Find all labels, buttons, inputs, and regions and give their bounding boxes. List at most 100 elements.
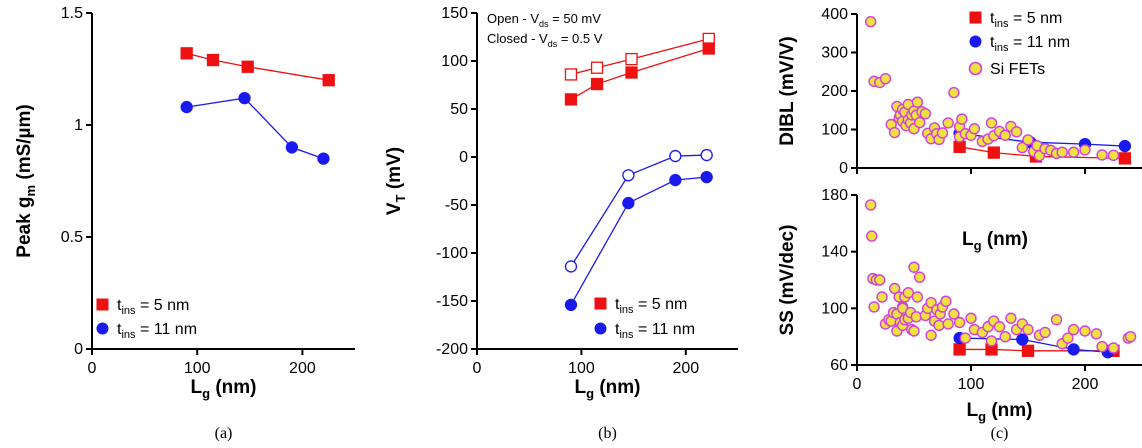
legend-entry-t5: tins = 5 nm <box>969 10 1062 30</box>
data-point-circle <box>700 171 713 184</box>
data-point-circle <box>285 141 299 154</box>
si-fet-point <box>911 96 924 108</box>
si-fet-point <box>879 72 892 85</box>
data-point-square <box>953 343 966 356</box>
si-fet-point <box>993 321 1006 333</box>
data-point-circle <box>669 173 682 187</box>
y-tick-label: 0 <box>459 149 468 166</box>
panel-caption: (b) <box>598 425 617 442</box>
y-axis-label: VT (mV) <box>384 147 408 215</box>
y-tick-label: 200 <box>821 83 848 100</box>
si-fet-point <box>902 287 914 299</box>
y-tick-label: 100 <box>821 122 848 139</box>
series-blue-filled <box>564 171 713 311</box>
legend-swatch-square <box>96 298 109 311</box>
legend-entry-t5: tins = 5 nm <box>594 296 687 316</box>
data-point-square <box>590 77 604 91</box>
si-fet-point <box>1010 126 1023 138</box>
legend-swatch-si <box>968 61 983 76</box>
data-point-square <box>590 61 604 74</box>
si-fet-point <box>953 316 966 329</box>
si-fet-point <box>908 325 920 337</box>
si-fet-point <box>1022 134 1034 146</box>
data-point-circle <box>622 196 635 210</box>
legend-label: tins = 5 nm <box>615 296 687 316</box>
series-line <box>570 38 709 76</box>
si-fet-point <box>1067 323 1080 336</box>
series-blue-open <box>564 148 713 273</box>
y-tick-label: -200 <box>436 341 468 358</box>
si-fet-point <box>1022 323 1034 336</box>
data-point-square <box>987 146 1000 159</box>
x-axis-label: Lg (nm) <box>575 377 641 401</box>
x-axis-label: Lg (nm) <box>191 377 257 401</box>
data-point-square <box>1021 344 1035 357</box>
legend-label: tins = 11 nm <box>615 321 695 341</box>
y-tick-label: 50 <box>450 101 468 118</box>
series-red-filled <box>564 42 715 106</box>
si-fet-point <box>914 116 926 129</box>
si-fet-point <box>910 311 922 323</box>
series-line <box>570 154 707 267</box>
x-tick-label: 0 <box>853 376 862 393</box>
series-si-filled <box>864 199 1137 354</box>
data-point-square <box>953 140 966 153</box>
legend-entry-t11: tins = 11 nm <box>969 34 1070 54</box>
legend-label: tins = 5 nm <box>990 10 1062 30</box>
x-tick-label: 100 <box>958 376 985 393</box>
y-tick-label: 1 <box>74 117 83 134</box>
x-axis-label: Lg (nm) <box>967 400 1033 424</box>
si-fet-point <box>911 291 924 303</box>
si-fet-point <box>1079 325 1091 337</box>
y-tick-label: 1.5 <box>61 5 83 22</box>
series-line <box>570 176 707 306</box>
si-fet-point <box>933 319 945 332</box>
si-fet-point <box>1050 313 1063 326</box>
data-point-square <box>564 68 578 81</box>
y-tick-label: -150 <box>436 293 468 310</box>
legend-entry-t11: tins = 11 nm <box>594 321 695 341</box>
si-fet-point <box>888 282 901 295</box>
si-fet-point <box>874 274 886 286</box>
series-red-filled <box>180 47 335 87</box>
y-axis-label: SS (mV/dec) <box>777 225 798 336</box>
si-fet-point <box>908 261 920 273</box>
si-fet-point <box>940 295 952 307</box>
legend-swatch-circle <box>96 322 109 335</box>
si-fet-point <box>1016 141 1028 154</box>
data-point-circle <box>238 91 251 105</box>
legend-label: tins = 11 nm <box>117 321 197 341</box>
x-tick-label: 200 <box>1072 376 1099 393</box>
y-tick-label: 0 <box>839 160 848 177</box>
y-tick-label: 0 <box>74 341 83 358</box>
si-fet-point <box>1096 149 1108 161</box>
y-axis-label: Peak gm (mS/µm) <box>14 104 38 257</box>
legend-swatch-square <box>594 297 607 310</box>
si-fet-point <box>925 329 937 341</box>
si-fet-point <box>942 117 954 129</box>
y-tick-label: 60 <box>830 357 848 374</box>
series-blue-filled <box>180 91 330 165</box>
panel-c-dibl: 0 100 200 300 400 DIBL (mV/V) tins = 5 nm tins … <box>777 6 1142 177</box>
si-fet-point <box>866 230 878 242</box>
data-point-circle <box>1067 343 1080 356</box>
panel-caption: (a) <box>215 425 233 442</box>
legend-entry-t5: tins = 5 nm <box>96 297 189 317</box>
y-tick-label: 100 <box>821 300 848 317</box>
series-red-filled <box>953 343 1120 357</box>
si-fet-point <box>942 318 954 330</box>
si-fet-point <box>919 108 932 120</box>
series-line <box>186 97 324 160</box>
si-fet-point <box>999 129 1011 141</box>
data-point-square <box>564 93 578 106</box>
panel-b-vt: -200 -150 -100 -50 0 50 100 150 0 100 200 Lg (nm) VT… <box>384 5 738 442</box>
y-tick-label: -100 <box>436 245 468 262</box>
si-fet-point <box>956 113 968 125</box>
si-fet-point <box>968 123 981 135</box>
data-point-square <box>625 66 638 79</box>
si-fet-point <box>864 16 877 28</box>
annotation-closed: Closed - Vds = 0.5 V <box>487 31 603 49</box>
y-tick-label: 0.5 <box>61 229 83 246</box>
inner-lg-label: Lg (nm) <box>962 229 1028 253</box>
